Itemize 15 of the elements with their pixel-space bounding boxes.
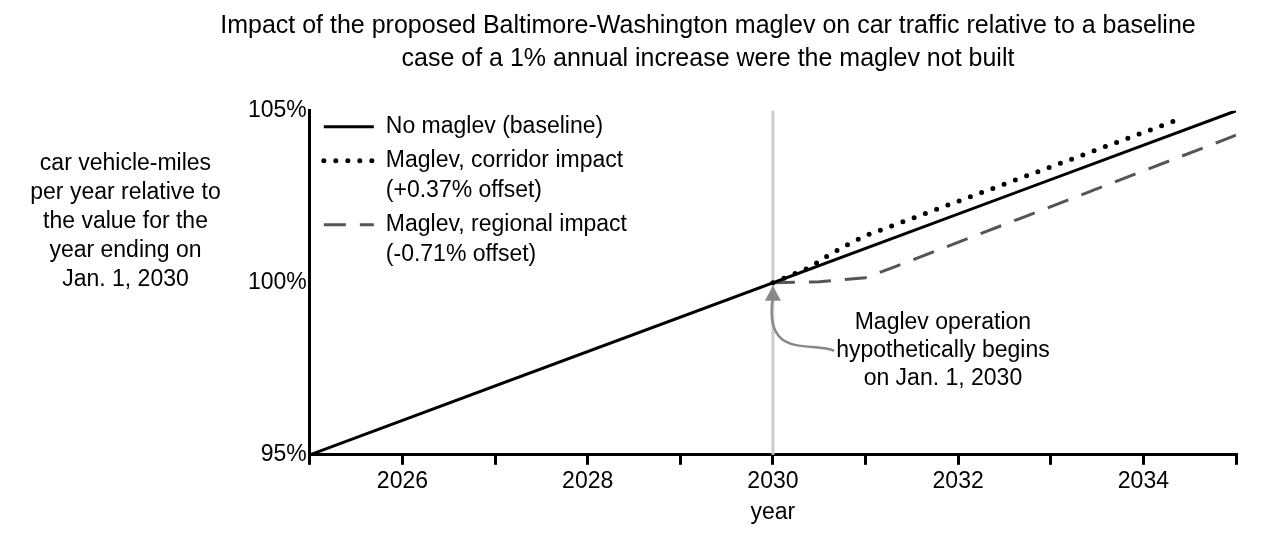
legend-label: Maglev, regional impact (-0.71% offset): [385, 210, 628, 267]
legend-label: No maglev (baseline): [385, 112, 604, 139]
x-axis-title: year: [750, 497, 796, 524]
chart-title: Impact of the proposed Baltimore-Washington maglev on car traffic relative to a baseline case of a 1% annual increase were the maglev not built: [219, 9, 1197, 73]
x-tick-label: 2034: [1117, 466, 1170, 493]
y-tick-label: 100%: [248, 268, 307, 295]
y-tick-label: 95%: [260, 440, 307, 467]
x-tick-label: 2032: [932, 466, 984, 493]
legend-label: Maglev, corridor impact (+0.37% offset): [385, 146, 624, 203]
x-tick-label: 2026: [376, 466, 429, 493]
x-tick-label: 2028: [562, 466, 614, 493]
y-axis-title: car vehicle-miles per year relative to the value for the year ending on Jan. 1, 2030: [29, 148, 222, 293]
y-tick-label: 105%: [248, 96, 307, 123]
x-tick-label: 2030: [747, 466, 799, 493]
annotation: Maglev operation hypothetically begins on Jan. 1, 2030: [836, 307, 1050, 390]
